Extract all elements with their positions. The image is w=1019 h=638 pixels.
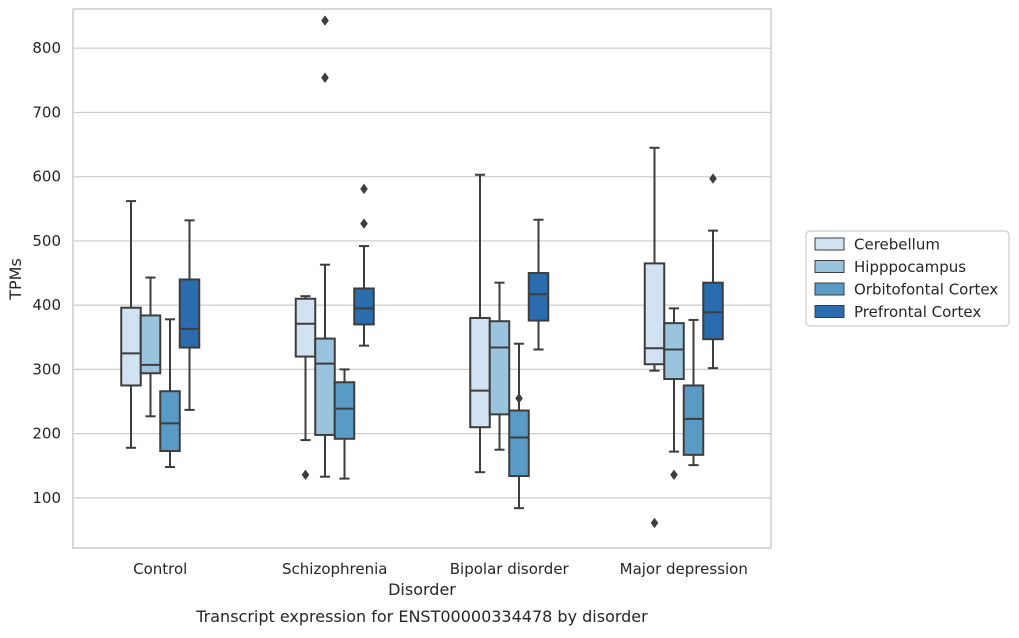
outlier-point xyxy=(360,218,368,229)
y-tick-label: 500 xyxy=(32,232,61,250)
iqr-box xyxy=(488,320,511,416)
box-hipppocampus xyxy=(139,276,162,418)
iqr-box xyxy=(333,381,356,440)
legend-swatch xyxy=(814,282,845,296)
box-hipppocampus xyxy=(488,281,511,451)
y-axis-label: TPMs xyxy=(6,258,25,301)
x-tick-label: Control xyxy=(133,560,187,578)
legend-swatch xyxy=(814,260,845,273)
box-cerebellum xyxy=(469,173,491,474)
legend: Cerebellum Hipppocampus Orbitofontal Corte… xyxy=(805,230,1010,327)
iqr-box xyxy=(702,281,724,341)
y-tick-label: 100 xyxy=(32,489,61,507)
legend-entry-label: Prefrontal Cortex xyxy=(854,303,981,321)
axes: 100 200 300 400 500 600 700 800 Control Schizophr… xyxy=(32,8,772,578)
chart-caption: Transcript expression for ENST0000033447… xyxy=(195,607,648,626)
legend-entry-label: Hipppocampus xyxy=(854,258,966,276)
y-tick-label: 600 xyxy=(32,168,61,186)
outlier-point xyxy=(360,183,368,195)
plot-frame xyxy=(72,8,772,549)
box-cerebellum xyxy=(643,146,666,529)
box-orbitofontal-cortex xyxy=(159,318,181,469)
iqr-box xyxy=(663,322,685,381)
iqr-box xyxy=(294,297,317,358)
legend-swatch xyxy=(814,237,845,251)
box-prefrontal-cortex xyxy=(527,218,550,351)
iqr-box xyxy=(527,272,550,322)
y-tick-label: 200 xyxy=(32,425,61,443)
box-prefrontal-cortex xyxy=(702,173,724,370)
box-orbitofontal-cortex xyxy=(508,342,530,510)
x-tick-label: Major depression xyxy=(620,560,748,578)
iqr-box xyxy=(178,278,201,349)
iqr-box xyxy=(159,390,181,452)
boxes-layer xyxy=(120,15,724,529)
iqr-box xyxy=(314,337,336,436)
box-prefrontal-cortex xyxy=(353,183,375,347)
y-tick-label: 800 xyxy=(32,39,61,57)
box-cerebellum xyxy=(294,295,317,480)
x-tick-label: Schizophrenia xyxy=(282,560,387,578)
box-orbitofontal-cortex xyxy=(333,368,356,480)
box-cerebellum xyxy=(120,200,142,449)
y-tick-label: 300 xyxy=(32,360,61,378)
legend-entry-label: Orbitofontal Cortex xyxy=(854,281,998,299)
y-tick-label: 700 xyxy=(32,103,61,121)
iqr-box xyxy=(508,409,530,478)
outlier-point xyxy=(709,173,717,184)
box-hipppocampus xyxy=(663,307,685,480)
iqr-box xyxy=(682,384,705,456)
box-orbitofontal-cortex xyxy=(682,318,705,467)
legend-swatch xyxy=(814,305,845,318)
iqr-box xyxy=(120,306,142,387)
outlier-point xyxy=(670,469,678,480)
legend-entry-label: Cerebellum xyxy=(854,236,940,254)
box-hipppocampus xyxy=(314,15,336,478)
iqr-box xyxy=(643,262,666,366)
outlier-point xyxy=(515,393,523,404)
outlier-point xyxy=(321,72,329,83)
x-axis-label: Disorder xyxy=(388,580,456,599)
outlier-point xyxy=(321,15,329,26)
box-prefrontal-cortex xyxy=(178,219,201,411)
outlier-point xyxy=(301,469,310,480)
iqr-box xyxy=(139,314,162,375)
y-tick-label: 400 xyxy=(32,296,61,314)
iqr-box xyxy=(353,287,375,326)
x-tick-label: Bipolar disorder xyxy=(450,560,570,578)
outlier-point xyxy=(650,517,659,529)
legend-frame xyxy=(805,230,1010,327)
iqr-box xyxy=(469,317,491,429)
